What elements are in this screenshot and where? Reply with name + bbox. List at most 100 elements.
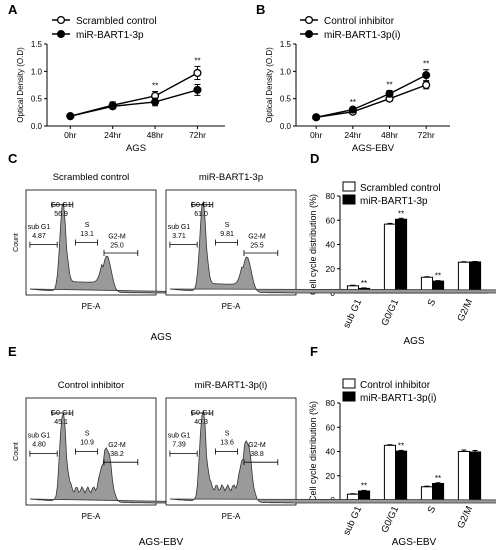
legend-label: miR-BART1-3p bbox=[360, 196, 428, 207]
x-tick-label: G2/M bbox=[455, 505, 475, 531]
x-axis-label: AGS bbox=[126, 143, 146, 154]
panel-label-e: E bbox=[8, 344, 17, 359]
x-tick-label: G0/G1 bbox=[379, 298, 401, 328]
y-tick-label: 1.5 bbox=[31, 40, 43, 49]
data-point bbox=[193, 68, 202, 78]
flow-panel-e: Control inhibitor sub G1 4.80 G0-G1 45.1 S 10.… bbox=[13, 380, 496, 548]
gate-value: 40.3 bbox=[194, 419, 208, 426]
legend-label: Control inhibitor bbox=[360, 380, 431, 391]
gate-value: 10.9 bbox=[80, 439, 94, 446]
significance-mark: ** bbox=[152, 82, 158, 91]
data-point bbox=[312, 113, 321, 122]
significance-mark: ** bbox=[350, 98, 356, 107]
y-tick-label: 0.0 bbox=[280, 122, 292, 131]
legend-label: Control inhibitor bbox=[324, 16, 395, 27]
histogram-1: Scrambled control sub G1 4.87 G0-G1 56.9 S 13.… bbox=[13, 172, 265, 311]
gate-name: S bbox=[225, 430, 230, 437]
significance-mark: ** bbox=[361, 481, 367, 490]
y-axis-label: Optical Density (O.D) bbox=[265, 47, 274, 123]
y-tick-label: 1.0 bbox=[31, 67, 43, 76]
y-tick-label: 40 bbox=[326, 240, 336, 250]
legend-marker bbox=[304, 29, 314, 39]
bar bbox=[395, 218, 408, 294]
gate-value: 45.1 bbox=[54, 419, 68, 426]
gate-value: 13.1 bbox=[80, 231, 94, 238]
significance-mark: ** bbox=[386, 80, 392, 89]
legend-label: miR-BART1-3p bbox=[76, 30, 144, 41]
legend-label: miR-BART1-3p(i) bbox=[360, 393, 437, 404]
gate-value: 38.2 bbox=[110, 451, 124, 458]
y-tick-label: 40 bbox=[326, 447, 336, 457]
series-line bbox=[316, 84, 427, 118]
x-tick-label: S bbox=[426, 505, 439, 515]
bar bbox=[432, 483, 445, 501]
significance-mark: ** bbox=[423, 60, 429, 69]
y-tick-label: 60 bbox=[326, 215, 336, 225]
x-tick-label: 72hr bbox=[418, 130, 435, 140]
gate-name: G2-M bbox=[108, 442, 126, 449]
x-tick-label: 24hr bbox=[104, 130, 121, 140]
data-point bbox=[108, 102, 117, 111]
y-tick-label: 80 bbox=[326, 191, 336, 201]
line-chart-a: 0.0 0.5 1.0 1.5 0hr 24hr 48hr 72hr AGS Optical De… bbox=[16, 15, 225, 154]
y-tick-label: 20 bbox=[326, 471, 336, 481]
legend-marker bbox=[56, 29, 66, 39]
y-tick-label: 0.5 bbox=[31, 95, 43, 104]
data-point bbox=[348, 105, 357, 114]
legend-swatch bbox=[342, 194, 356, 205]
series-2 bbox=[66, 83, 202, 121]
gate-value: 13.6 bbox=[220, 439, 234, 446]
gate-value: 3.71 bbox=[172, 233, 186, 240]
gate-value: 9.81 bbox=[220, 231, 234, 238]
x-tick-label: 0hr bbox=[64, 130, 76, 140]
gate-value: 7.39 bbox=[172, 442, 186, 449]
gate-name: G2-M bbox=[248, 442, 266, 449]
legend-swatch bbox=[342, 391, 356, 402]
flow-panel-c: Scrambled control sub G1 4.87 G0-G1 56.9 S 13.… bbox=[13, 172, 496, 343]
x-tick-label: 72hr bbox=[189, 130, 206, 140]
data-point bbox=[66, 112, 75, 121]
legend-label: Scrambled control bbox=[76, 16, 157, 27]
x-tick-label: S bbox=[426, 298, 439, 308]
x-tick-label: 48hr bbox=[147, 130, 164, 140]
bar bbox=[395, 450, 408, 501]
legend-marker bbox=[56, 15, 66, 25]
legend-label: Scrambled control bbox=[360, 183, 441, 194]
y-axis-label: Cell cycle distribution (%) bbox=[308, 401, 318, 502]
gate-value: 25.0 bbox=[110, 242, 124, 249]
data-point bbox=[193, 85, 202, 94]
gate-name: G2-M bbox=[248, 233, 266, 240]
x-axis-label: AGS-EBV bbox=[352, 143, 395, 154]
x-axis-label: PE-A bbox=[82, 302, 101, 311]
legend-swatch bbox=[342, 378, 356, 389]
group-label: AGS bbox=[150, 332, 171, 343]
panel-label-c: C bbox=[8, 151, 18, 166]
histogram-2: miR-BART1-3p(i) sub G1 7.39 G0-G1 40.3 S 13.6 G… bbox=[165, 380, 496, 521]
histogram-area bbox=[29, 412, 265, 504]
x-axis-label: AGS bbox=[403, 336, 424, 347]
y-tick-label: 0.5 bbox=[280, 95, 292, 104]
y-axis-label: Count bbox=[13, 233, 20, 252]
histogram-title: miR-BART1-3p bbox=[199, 172, 263, 183]
histogram-area bbox=[169, 410, 496, 504]
y-tick-label: 60 bbox=[326, 422, 336, 432]
y-tick-label: 20 bbox=[326, 264, 336, 274]
bar bbox=[457, 261, 470, 294]
line-chart-b: 0.0 0.5 1.0 1.5 0hr 24hr 48hr 72hr AGS-EBV Optica… bbox=[265, 15, 450, 154]
bar bbox=[469, 451, 482, 501]
gate-value: 61.0 bbox=[194, 211, 208, 218]
y-tick-label: 0.0 bbox=[31, 122, 43, 131]
x-axis-label: AGS-EBV bbox=[392, 537, 437, 548]
gate-name: sub G1 bbox=[168, 433, 191, 440]
panel-label-d: D bbox=[310, 151, 319, 166]
x-axis-label: PE-A bbox=[222, 302, 241, 311]
series-line bbox=[70, 89, 198, 117]
series-line bbox=[70, 72, 198, 117]
panel-label-f: F bbox=[310, 344, 318, 359]
histogram-title: miR-BART1-3p(i) bbox=[195, 380, 268, 391]
histogram-2: miR-BART1-3p sub G1 3.71 G0-G1 61.0 S 9.81 G2-M… bbox=[165, 172, 496, 311]
bar bbox=[457, 451, 470, 501]
x-axis-label: PE-A bbox=[222, 512, 241, 521]
histogram-title: Control inhibitor bbox=[58, 380, 125, 391]
